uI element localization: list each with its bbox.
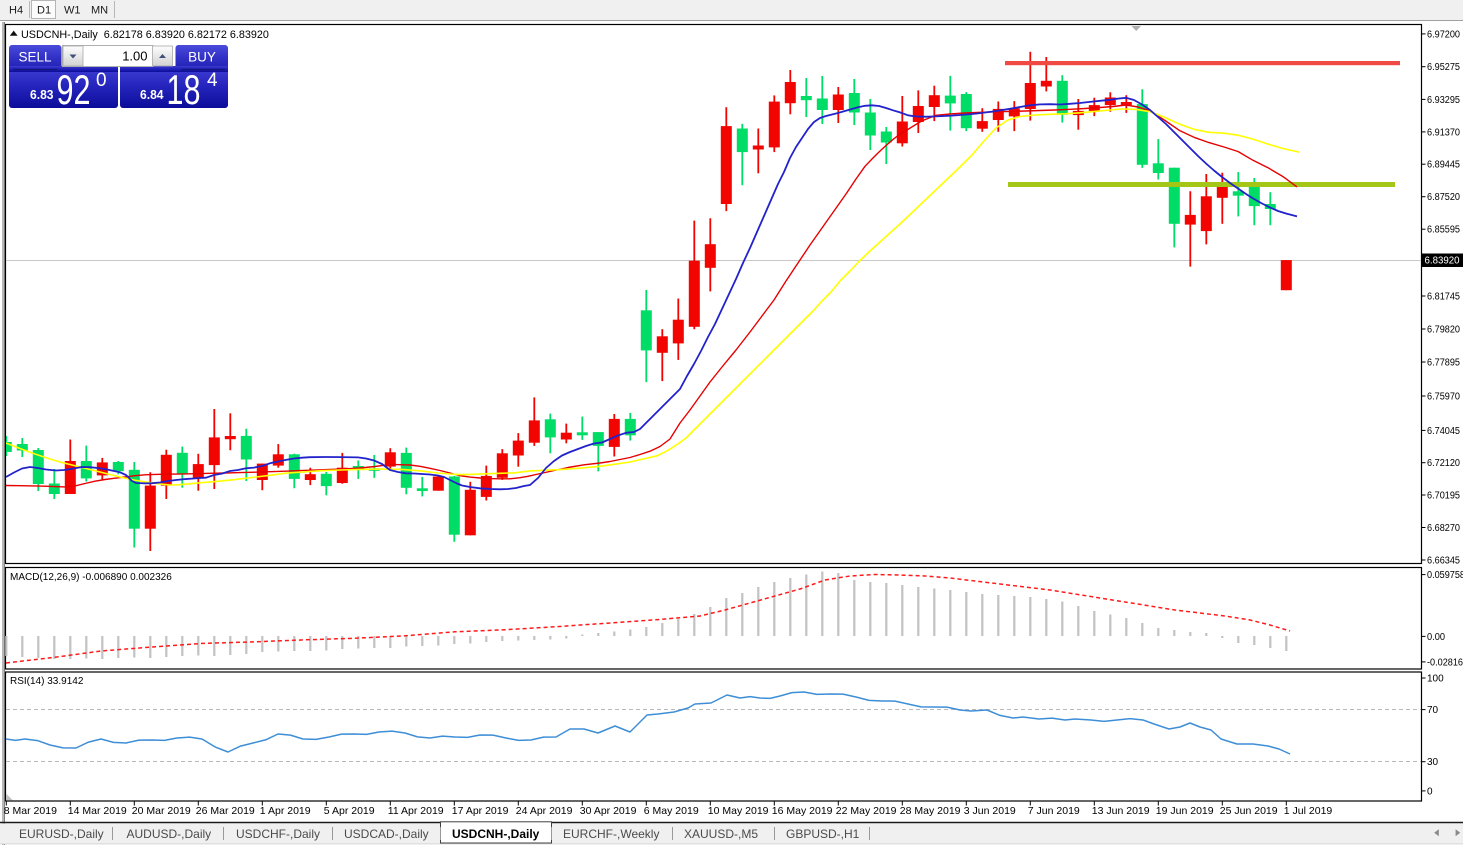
svg-text:13 Jun 2019: 13 Jun 2019 (1092, 805, 1150, 817)
svg-text:30 Apr 2019: 30 Apr 2019 (580, 805, 637, 817)
svg-text:19 Jun 2019: 19 Jun 2019 (1156, 805, 1214, 817)
svg-text:70: 70 (1427, 705, 1439, 716)
svg-text:1 Apr 2019: 1 Apr 2019 (260, 805, 311, 817)
svg-text:6.81745: 6.81745 (1427, 292, 1460, 303)
svg-text:0.059758: 0.059758 (1427, 570, 1463, 581)
svg-text:6.87520: 6.87520 (1427, 192, 1460, 203)
svg-text:BUY: BUY (188, 50, 216, 65)
svg-text:GBPUSD-,H1: GBPUSD-,H1 (786, 827, 860, 841)
svg-text:100: 100 (1427, 674, 1444, 685)
svg-text:6.93295: 6.93295 (1427, 95, 1460, 106)
svg-text:5 Apr 2019: 5 Apr 2019 (324, 805, 375, 817)
svg-text:8 Mar 2019: 8 Mar 2019 (4, 805, 57, 817)
svg-text:3 Jun 2019: 3 Jun 2019 (964, 805, 1016, 817)
svg-text:0.00: 0.00 (1427, 632, 1445, 643)
svg-text:16 May 2019: 16 May 2019 (772, 805, 833, 817)
svg-text:10 May 2019: 10 May 2019 (708, 805, 769, 817)
svg-text:6.89445: 6.89445 (1427, 160, 1460, 171)
svg-text:6.85595: 6.85595 (1427, 225, 1460, 236)
svg-text:MACD(12,26,9) -0.006890 0.0023: MACD(12,26,9) -0.006890 0.002326 (10, 572, 172, 583)
svg-text:6.68270: 6.68270 (1427, 523, 1460, 534)
svg-text:EURUSD-,Daily: EURUSD-,Daily (19, 827, 104, 841)
svg-text:EURCHF-,Weekly: EURCHF-,Weekly (563, 827, 659, 841)
svg-text:28 May 2019: 28 May 2019 (900, 805, 961, 817)
svg-text:SELL: SELL (18, 50, 52, 65)
svg-text:6.77895: 6.77895 (1427, 358, 1460, 369)
svg-text:USDCHF-,Daily: USDCHF-,Daily (236, 827, 320, 841)
svg-text:6.91370: 6.91370 (1427, 127, 1460, 138)
svg-text:6.84: 6.84 (140, 87, 164, 102)
svg-text:AUDUSD-,Daily: AUDUSD-,Daily (127, 827, 212, 841)
svg-text:W1: W1 (64, 5, 81, 17)
svg-text:14 Mar 2019: 14 Mar 2019 (68, 805, 127, 817)
svg-text:USDCNH-,Daily: USDCNH-,Daily (452, 827, 540, 841)
svg-text:XAUUSD-,M5: XAUUSD-,M5 (684, 827, 758, 841)
svg-text:17 Apr 2019: 17 Apr 2019 (452, 805, 509, 817)
svg-text:USDCAD-,Daily: USDCAD-,Daily (344, 827, 429, 841)
svg-text:22 May 2019: 22 May 2019 (836, 805, 897, 817)
svg-text:USDCNH-,Daily 6.82178 6.83920: USDCNH-,Daily 6.82178 6.83920 6.82172 6.… (21, 29, 269, 41)
svg-text:1 Jul 2019: 1 Jul 2019 (1284, 805, 1333, 817)
svg-text:6.83: 6.83 (30, 87, 54, 102)
svg-text:MN: MN (91, 5, 108, 17)
svg-text:24 Apr 2019: 24 Apr 2019 (516, 805, 573, 817)
svg-text:11 Apr 2019: 11 Apr 2019 (388, 805, 444, 817)
svg-text:30: 30 (1427, 757, 1439, 768)
svg-text:H4: H4 (9, 5, 23, 17)
svg-text:6.74045: 6.74045 (1427, 426, 1460, 437)
svg-text:20 Mar 2019: 20 Mar 2019 (132, 805, 191, 817)
svg-text:0: 0 (1427, 786, 1433, 797)
svg-text:6.79820: 6.79820 (1427, 325, 1460, 336)
svg-text:6.83920: 6.83920 (1425, 256, 1460, 267)
svg-text:6.66345: 6.66345 (1427, 556, 1460, 567)
svg-text:4: 4 (207, 70, 218, 91)
svg-text:25 Jun 2019: 25 Jun 2019 (1220, 805, 1278, 817)
svg-text:D1: D1 (37, 5, 51, 17)
svg-text:18: 18 (167, 66, 201, 113)
svg-text:6 May 2019: 6 May 2019 (644, 805, 699, 817)
svg-text:7 Jun 2019: 7 Jun 2019 (1028, 805, 1080, 817)
svg-text:6.95275: 6.95275 (1427, 62, 1460, 73)
svg-text:RSI(14) 33.9142: RSI(14) 33.9142 (10, 676, 84, 687)
svg-text:6.70195: 6.70195 (1427, 491, 1460, 502)
svg-text:1.00: 1.00 (122, 49, 147, 64)
svg-text:6.72120: 6.72120 (1427, 458, 1460, 469)
svg-text:0: 0 (96, 70, 107, 91)
svg-text:-0.02816: -0.02816 (1427, 657, 1463, 668)
svg-text:6.97200: 6.97200 (1427, 29, 1460, 40)
svg-text:26 Mar 2019: 26 Mar 2019 (196, 805, 255, 817)
svg-text:92: 92 (57, 66, 91, 113)
svg-text:6.75970: 6.75970 (1427, 392, 1460, 403)
